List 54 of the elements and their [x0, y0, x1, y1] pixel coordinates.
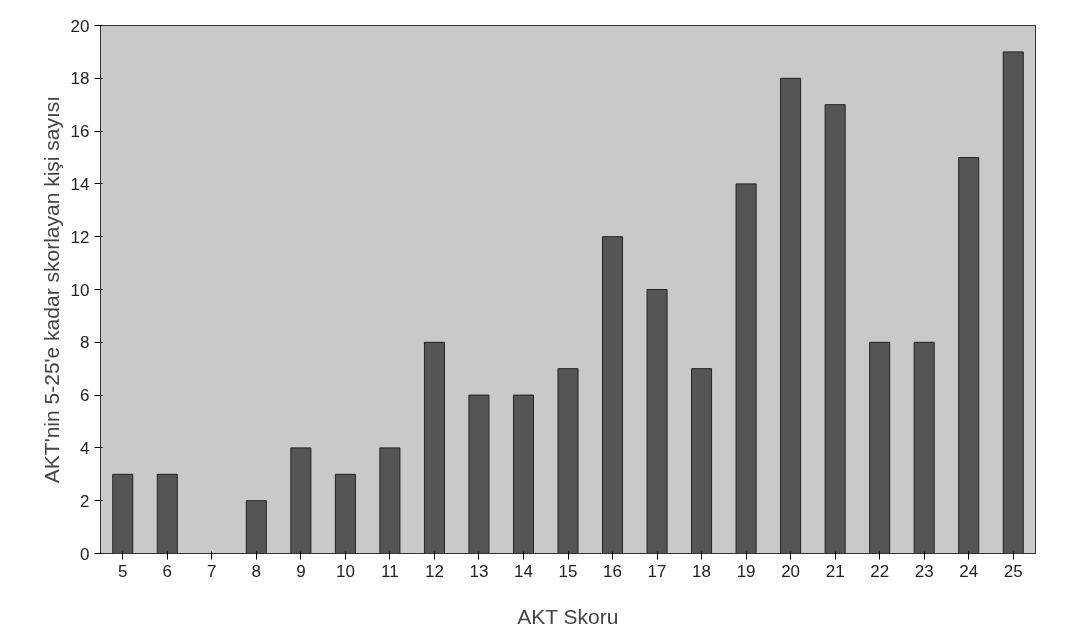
bar — [112, 473, 134, 554]
bar — [156, 473, 178, 554]
y-tick-label: 4 — [80, 438, 90, 458]
y-tick-label: 18 — [70, 69, 90, 89]
x-tick-label: 19 — [736, 561, 756, 581]
x-tick-label: 10 — [335, 561, 355, 581]
y-tick-label: 16 — [70, 122, 90, 142]
bar — [290, 447, 312, 554]
y-tick-label: 2 — [80, 491, 90, 511]
x-tick-label: 13 — [469, 561, 489, 581]
x-axis-title: AKT Skoru — [517, 604, 619, 628]
y-axis-title: AKT'nin 5-25'e kadar skorlayan kişi sayısı — [39, 95, 63, 484]
y-tick-label: 20 — [70, 16, 90, 36]
x-tick-label: 15 — [558, 561, 578, 581]
bar — [557, 368, 579, 554]
x-tick-label: 23 — [914, 561, 934, 581]
x-tick-label: 7 — [207, 561, 217, 581]
x-tick-label: 21 — [825, 561, 845, 581]
x-tick-label: 22 — [870, 561, 890, 581]
y-tick-label: 0 — [80, 544, 90, 564]
x-tick-label: 5 — [118, 561, 128, 581]
y-tick-label: 8 — [80, 333, 90, 353]
bar — [245, 500, 267, 554]
x-tick-label: 25 — [1003, 561, 1023, 581]
bar — [824, 104, 846, 554]
x-tick-label: 11 — [381, 561, 399, 581]
x-tick-label: 14 — [514, 561, 533, 581]
x-tick-label: 16 — [603, 561, 622, 581]
x-tick-label: 6 — [162, 561, 173, 581]
x-tick-label: 20 — [781, 561, 801, 581]
x-tick-label: 24 — [959, 561, 979, 581]
bar — [735, 183, 757, 554]
bar — [869, 341, 891, 554]
bar — [958, 157, 980, 554]
bar — [468, 394, 490, 554]
x-tick-label: 8 — [251, 561, 262, 581]
bar — [913, 341, 935, 554]
bar — [512, 394, 534, 554]
bar — [334, 473, 356, 554]
y-tick-label: 10 — [70, 280, 90, 300]
x-tick-label: 9 — [296, 561, 306, 581]
y-tick-label: 12 — [70, 227, 90, 247]
bar — [646, 289, 668, 554]
bar — [780, 77, 802, 554]
bar — [1002, 51, 1024, 554]
bar — [691, 368, 713, 554]
x-tick-label: 17 — [647, 561, 667, 581]
x-tick-label: 12 — [424, 561, 444, 581]
bar — [602, 236, 624, 554]
bar — [379, 447, 401, 554]
y-tick-label: 14 — [70, 174, 90, 194]
bar — [423, 341, 445, 554]
y-tick-label: 6 — [80, 386, 90, 406]
x-tick-label: 18 — [692, 561, 712, 581]
